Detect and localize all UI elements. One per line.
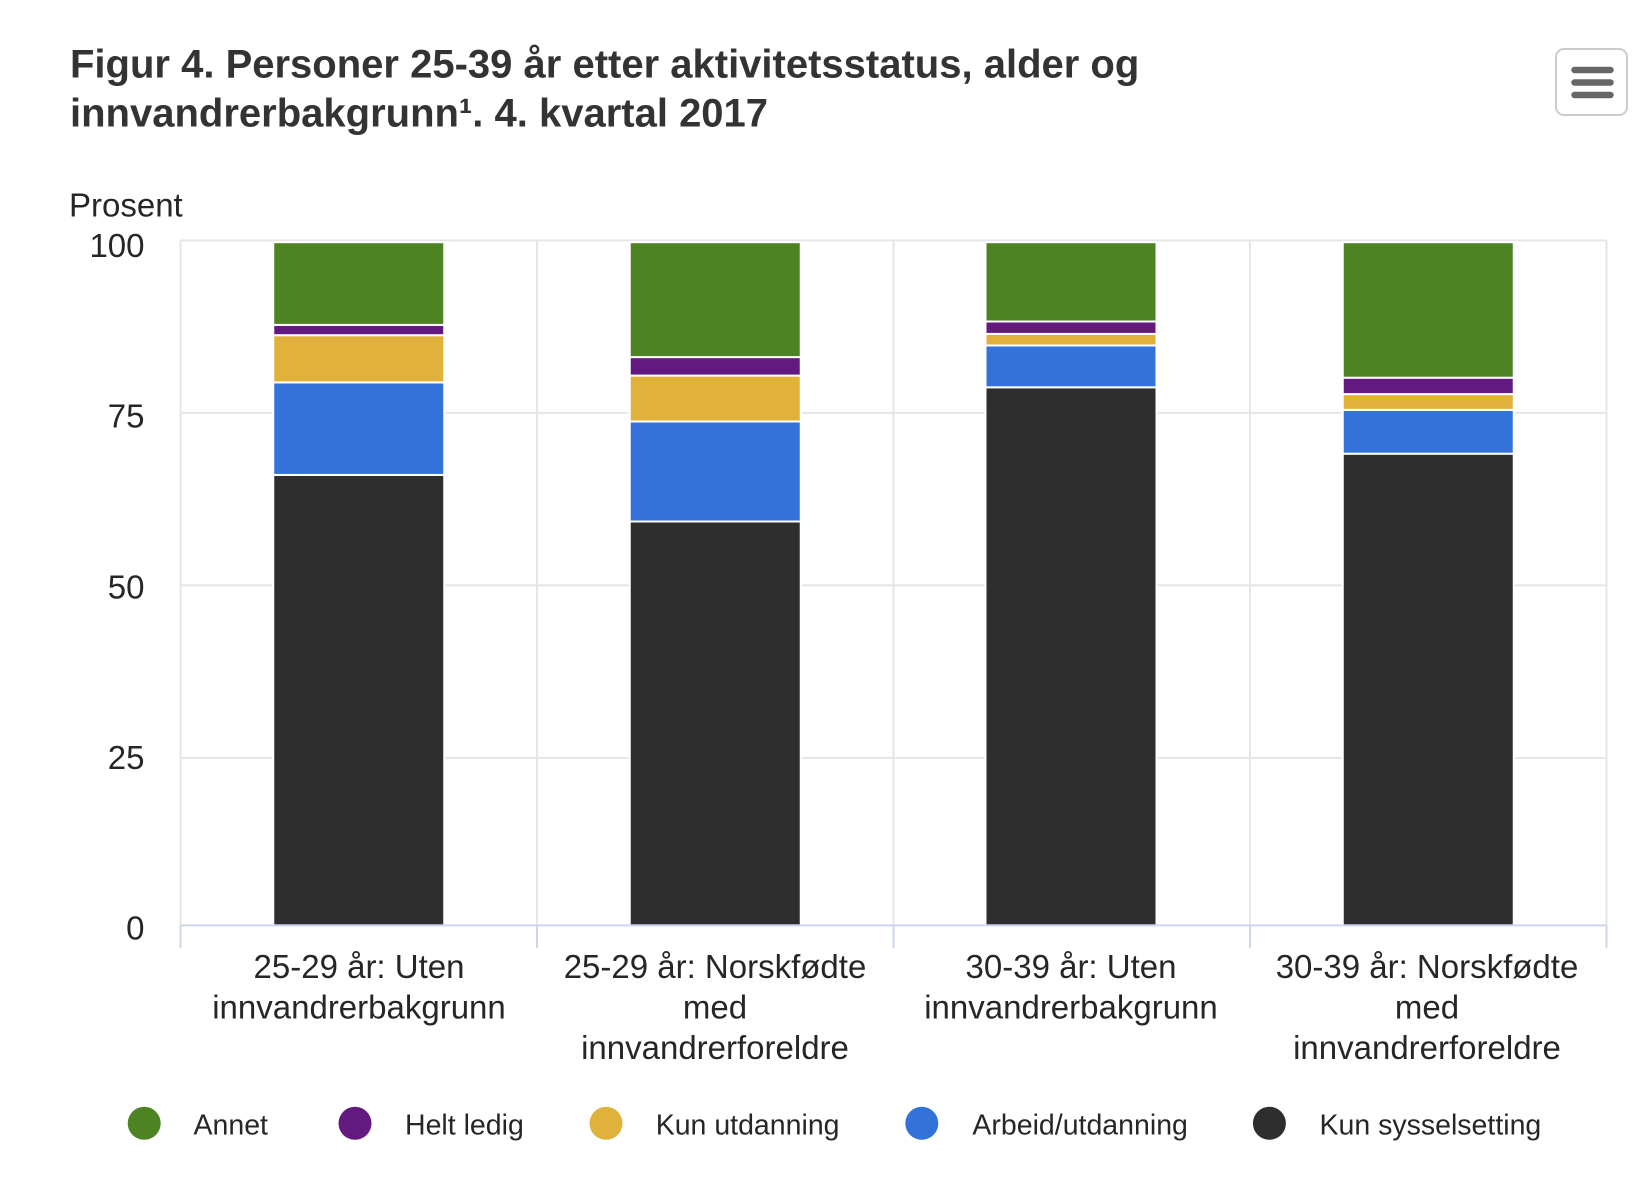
svg-text:Kun sysselsetting: Kun sysselsetting xyxy=(1320,1109,1542,1141)
svg-text:25: 25 xyxy=(108,739,145,776)
svg-text:Helt ledig: Helt ledig xyxy=(405,1109,524,1141)
svg-text:med: med xyxy=(1395,989,1459,1026)
svg-text:Figur 4. Personer 25-39 år ett: Figur 4. Personer 25-39 år etter aktivit… xyxy=(70,43,1139,87)
svg-text:innvandrerbakgrunn: innvandrerbakgrunn xyxy=(924,989,1218,1026)
svg-text:med: med xyxy=(683,989,747,1026)
svg-text:30-39 år: Norskfødte: 30-39 år: Norskfødte xyxy=(1276,948,1579,985)
svg-text:30-39 år: Uten: 30-39 år: Uten xyxy=(966,948,1177,985)
svg-text:innvandrerforeldre: innvandrerforeldre xyxy=(581,1029,849,1066)
svg-text:100: 100 xyxy=(89,227,144,264)
svg-text:0: 0 xyxy=(126,910,144,947)
svg-text:Prosent: Prosent xyxy=(69,187,183,224)
svg-text:Arbeid/utdanning: Arbeid/utdanning xyxy=(972,1109,1188,1141)
svg-text:75: 75 xyxy=(108,398,145,435)
svg-text:25-29 år: Norskfødte: 25-29 år: Norskfødte xyxy=(564,948,867,985)
svg-text:Kun utdanning: Kun utdanning xyxy=(656,1109,840,1141)
svg-text:Annet: Annet xyxy=(194,1109,269,1141)
svg-text:innvandrerbakgrunn¹. 4. kvarta: innvandrerbakgrunn¹. 4. kvartal 2017 xyxy=(70,92,768,136)
svg-text:innvandrerforeldre: innvandrerforeldre xyxy=(1293,1029,1561,1066)
svg-text:25-29 år: Uten: 25-29 år: Uten xyxy=(254,948,465,985)
svg-text:innvandrerbakgrunn: innvandrerbakgrunn xyxy=(212,989,506,1026)
svg-text:50: 50 xyxy=(108,568,145,605)
